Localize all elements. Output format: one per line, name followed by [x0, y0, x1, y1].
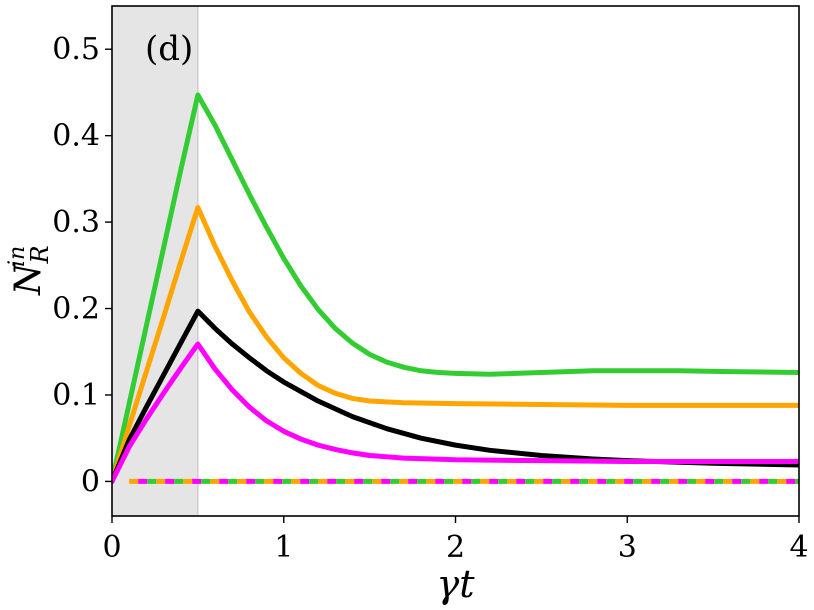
series-line-4 — [112, 341, 799, 484]
y-axis-label-superscript: in — [5, 246, 30, 267]
series-line-1 — [112, 92, 799, 484]
y-axis-label-subscript: R — [26, 245, 54, 264]
x-tick-label: 4 — [789, 530, 808, 565]
y-axis-label: NR in — [5, 245, 54, 296]
plot-area — [112, 6, 799, 516]
x-tick-label: 0 — [102, 530, 121, 565]
y-tick-label: 0.3 — [52, 205, 100, 240]
y-axis-label-main: NR — [8, 245, 54, 296]
x-tick-label: 2 — [446, 530, 465, 565]
series-line-2 — [112, 204, 799, 484]
x-tick-label: 3 — [618, 530, 637, 565]
series-line-3 — [112, 308, 799, 484]
panel-label: (d) — [145, 29, 193, 69]
y-axis-label-base: N — [8, 262, 49, 296]
x-axis-label: γt — [437, 562, 476, 606]
y-tick-label: 0.2 — [52, 292, 100, 327]
axis-ticks: 0 1 2 3 4 0 0.1 0.2 0.3 0.4 0.5 — [52, 32, 808, 565]
y-tick-label: 0.5 — [52, 32, 100, 67]
y-tick-label: 0.4 — [52, 119, 100, 154]
y-tick-label: 0.1 — [52, 378, 100, 413]
y-tick-label: 0 — [81, 464, 100, 499]
axes-frame — [111, 5, 800, 517]
x-tick-label: 1 — [274, 530, 293, 565]
